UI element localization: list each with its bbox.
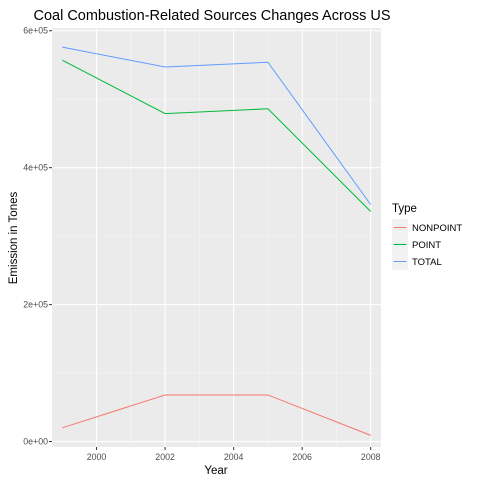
y-tick-label: 6e+05 bbox=[23, 26, 48, 36]
y-axis-label: Emission in Tones bbox=[8, 192, 20, 285]
grid-minor bbox=[52, 28, 381, 447]
x-tick-label: 2000 bbox=[87, 452, 107, 462]
grid-major bbox=[52, 28, 381, 447]
x-axis-label: Year bbox=[204, 465, 227, 477]
series-lines bbox=[62, 46, 372, 436]
y-tick-label: 4e+05 bbox=[23, 163, 48, 173]
series-line-nonpoint bbox=[62, 394, 371, 436]
x-axis: 2000 2002 2004 2006 2008 bbox=[87, 447, 381, 462]
y-tick-label: 0e+00 bbox=[23, 437, 48, 447]
legend-label-point: POINT bbox=[412, 240, 441, 251]
series-line-point bbox=[62, 59, 372, 212]
series-line-total bbox=[62, 46, 372, 205]
legend-label-total: TOTAL bbox=[412, 257, 442, 268]
plot-panel bbox=[52, 28, 381, 447]
chart-title: Coal Combustion-Related Sources Changes … bbox=[33, 8, 390, 24]
y-tick-label: 2e+05 bbox=[23, 300, 48, 310]
x-tick-label: 2006 bbox=[292, 452, 312, 462]
legend: Type NONPOINT POINT TOTAL bbox=[392, 203, 462, 270]
y-axis: 0e+00 2e+05 4e+05 6e+05 bbox=[23, 26, 52, 447]
legend-items: NONPOINT POINT TOTAL bbox=[392, 219, 462, 270]
legend-label-nonpoint: NONPOINT bbox=[412, 223, 462, 234]
legend-title: Type bbox=[392, 203, 417, 215]
x-tick-label: 2002 bbox=[155, 452, 175, 462]
x-tick-label: 2004 bbox=[224, 452, 244, 462]
x-tick-label: 2008 bbox=[361, 452, 381, 462]
